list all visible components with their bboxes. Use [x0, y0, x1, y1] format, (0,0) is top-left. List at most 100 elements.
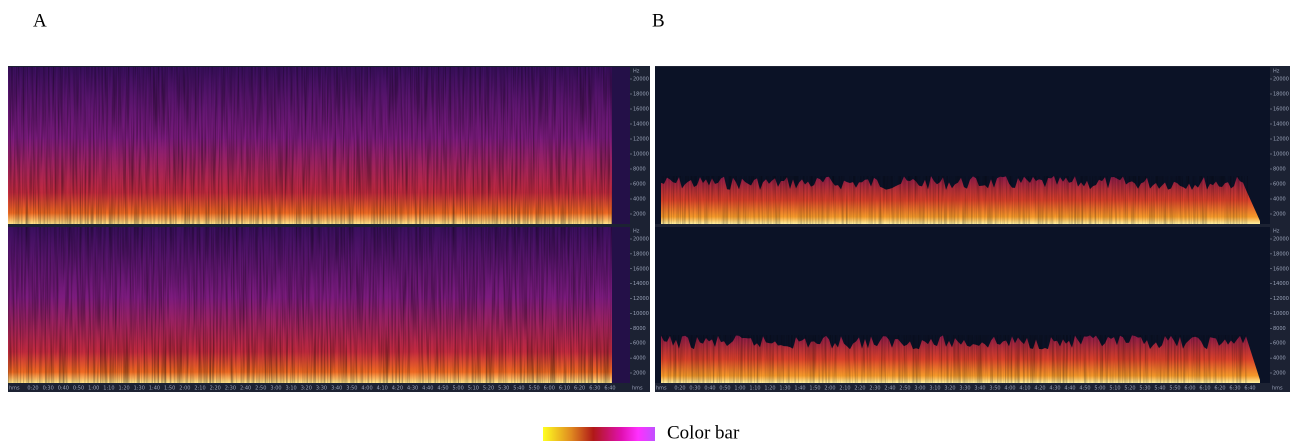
time-tick-label: 6:10	[1199, 386, 1210, 392]
color-bar	[543, 427, 655, 441]
time-tick-label: 6:00	[544, 386, 555, 392]
time-tick-label: 2:20	[854, 386, 865, 392]
spectrogram-texture	[661, 335, 1248, 383]
freq-tick-label: 6000	[633, 182, 646, 188]
freq-tick-label: 20000	[633, 77, 649, 83]
time-tick-label: 5:20	[1124, 386, 1135, 392]
time-tick-label: 6:30	[589, 386, 600, 392]
time-tick-label: 5:40	[1154, 386, 1165, 392]
time-tick-label: 5:20	[483, 386, 494, 392]
time-unit: hms	[632, 386, 643, 392]
freq-unit: Hz	[633, 69, 640, 75]
time-tick-label: 0:30	[689, 386, 700, 392]
time-tick-label: 0:50	[73, 386, 84, 392]
time-tick-label: 0:30	[43, 386, 54, 392]
freq-tick-label: 14000	[1273, 281, 1289, 287]
time-tick-label: 3:30	[316, 386, 327, 392]
time-tick-label: 1:10	[103, 386, 114, 392]
time-tick-label: 2:30	[869, 386, 880, 392]
freq-axis	[1270, 227, 1290, 383]
freq-tick-label: 10000	[633, 311, 649, 317]
time-unit: hms	[1272, 386, 1283, 392]
time-tick-label: 3:20	[301, 386, 312, 392]
time-tick-label: 2:50	[255, 386, 266, 392]
time-tick-label: 3:00	[914, 386, 925, 392]
freq-unit: Hz	[633, 229, 640, 235]
freq-tick-label: 20000	[1273, 237, 1289, 243]
freq-tick-label: 2000	[633, 212, 646, 218]
time-tick-label: 6:20	[574, 386, 585, 392]
freq-tick-label: 16000	[633, 107, 649, 113]
time-tick-label: 4:20	[392, 386, 403, 392]
freq-axis	[630, 67, 650, 224]
freq-tick-label: 18000	[1273, 92, 1289, 98]
time-tick-label: 2:50	[899, 386, 910, 392]
time-tick-label: 2:20	[210, 386, 221, 392]
time-tick-label: 2:40	[240, 386, 251, 392]
time-tick-label: 0:20	[27, 386, 38, 392]
time-tick-label: 5:40	[513, 386, 524, 392]
freq-tick-label: 12000	[633, 137, 649, 143]
spectrogram-texture	[8, 227, 612, 383]
time-tick-label: 0:40	[58, 386, 69, 392]
time-tick-label: 1:00	[88, 386, 99, 392]
time-tick-label: 1:40	[794, 386, 805, 392]
time-tick-label: 3:00	[270, 386, 281, 392]
freq-tick-label: 12000	[1273, 137, 1289, 143]
freq-tick-label: 6000	[633, 341, 646, 347]
time-tick-label: 1:40	[149, 386, 160, 392]
time-tick-label: 4:30	[407, 386, 418, 392]
time-tick-label: 1:30	[779, 386, 790, 392]
time-tick-label: 6:20	[1214, 386, 1225, 392]
freq-tick-label: 2000	[1273, 212, 1286, 218]
time-tick-label: 4:30	[1049, 386, 1060, 392]
time-tick-label: 5:00	[453, 386, 464, 392]
freq-tick-label: 6000	[1273, 182, 1286, 188]
time-tick-label: 4:00	[361, 386, 372, 392]
spectrogram-tail	[612, 67, 630, 224]
freq-tick-label: 12000	[1273, 296, 1289, 302]
time-tick-label: 2:00	[824, 386, 835, 392]
panel-label: B	[652, 10, 665, 31]
time-tick-label: 2:10	[839, 386, 850, 392]
freq-unit: Hz	[1273, 69, 1280, 75]
time-tick-label: 3:40	[331, 386, 342, 392]
time-tick-label: 1:50	[164, 386, 175, 392]
time-tick-label: 6:30	[1229, 386, 1240, 392]
freq-axis	[630, 227, 650, 383]
time-tick-label: 2:00	[179, 386, 190, 392]
time-tick-label: 0:50	[719, 386, 730, 392]
freq-tick-label: 20000	[1273, 77, 1289, 83]
time-tick-label: 5:50	[528, 386, 539, 392]
freq-tick-label: 8000	[1273, 167, 1286, 173]
time-tick-label: 4:40	[1064, 386, 1075, 392]
freq-tick-label: 18000	[633, 251, 649, 257]
freq-tick-label: 16000	[633, 266, 649, 272]
spectrogram-texture	[8, 67, 612, 224]
freq-tick-label: 14000	[633, 122, 649, 128]
freq-tick-label: 18000	[1273, 251, 1289, 257]
time-tick-label: 6:40	[604, 386, 615, 392]
time-tick-label: 3:10	[929, 386, 940, 392]
freq-tick-label: 12000	[633, 296, 649, 302]
time-unit: hms	[9, 386, 20, 392]
spectrogram-texture	[661, 176, 1248, 224]
time-tick-label: 6:10	[559, 386, 570, 392]
time-tick-label: 2:10	[194, 386, 205, 392]
time-tick-label: 4:50	[1079, 386, 1090, 392]
time-tick-label: 1:50	[809, 386, 820, 392]
time-tick-label: 3:30	[959, 386, 970, 392]
freq-tick-label: 20000	[633, 237, 649, 243]
color-bar-label: Color bar	[667, 422, 740, 443]
spectrogram-tail	[612, 227, 630, 383]
time-tick-label: 5:10	[468, 386, 479, 392]
freq-axis	[1270, 67, 1290, 224]
time-unit: hms	[656, 386, 667, 392]
time-tick-label: 5:00	[1094, 386, 1105, 392]
time-tick-label: 1:30	[134, 386, 145, 392]
time-tick-label: 3:40	[974, 386, 985, 392]
freq-tick-label: 16000	[1273, 107, 1289, 113]
time-tick-label: 5:10	[1109, 386, 1120, 392]
freq-unit: Hz	[1273, 229, 1280, 235]
